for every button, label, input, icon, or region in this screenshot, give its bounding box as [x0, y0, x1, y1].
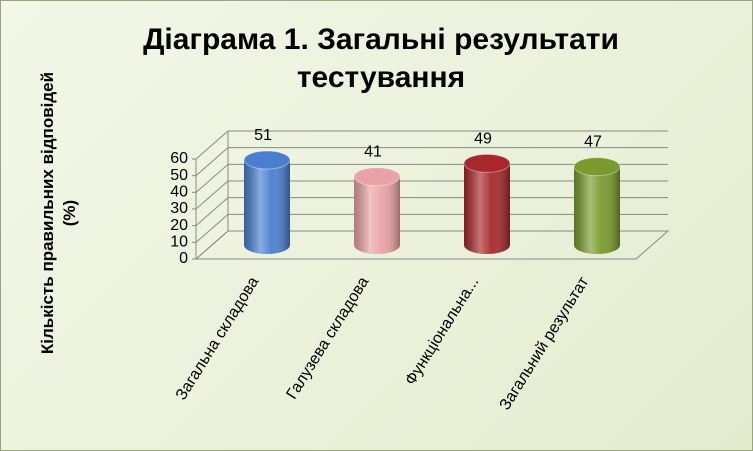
grid-line — [195, 130, 229, 160]
grid-line — [195, 147, 229, 177]
x-tick-label: Загальна складова — [173, 274, 263, 403]
y-tick-label: 50 — [170, 167, 188, 184]
bar-shade — [464, 163, 510, 254]
grid-line — [195, 230, 229, 260]
bar-top — [463, 153, 511, 173]
x-tick-label: Функціональна... — [402, 274, 482, 388]
bar-top — [353, 167, 401, 187]
chart-title: Діаграма 1. Загальні результати тестуван… — [143, 23, 619, 94]
grid-line — [195, 180, 229, 210]
y-tick-label: 60 — [170, 150, 188, 167]
data-label: 51 — [254, 127, 272, 144]
bar-shade — [354, 176, 400, 254]
grid-line — [195, 197, 229, 227]
bar-shade — [244, 160, 290, 254]
x-tick-label: Загальний результат — [497, 274, 593, 414]
bar-top — [243, 150, 291, 170]
y-tick-label: 10 — [170, 234, 188, 251]
bar-shade — [574, 166, 620, 254]
data-label: 41 — [364, 144, 382, 161]
bar-top — [573, 157, 621, 177]
data-label: 49 — [474, 130, 492, 147]
grid-line — [195, 213, 229, 243]
data-label: 47 — [584, 134, 602, 151]
y-tick-label: 30 — [170, 200, 188, 217]
grid-line — [195, 163, 229, 193]
y-tick-label: 40 — [170, 184, 188, 201]
y-tick-label: 0 — [179, 250, 188, 267]
x-tick-label: Галузева складова — [283, 274, 372, 402]
y-tick-label: 20 — [170, 217, 188, 234]
